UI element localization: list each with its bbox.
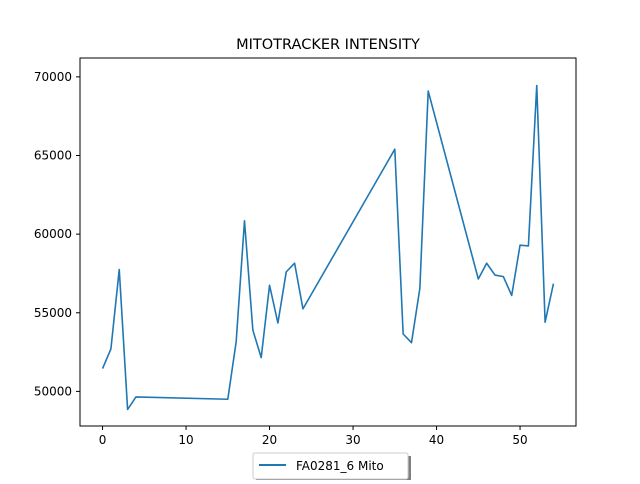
- x-tick-label: 50: [512, 433, 527, 447]
- y-tick-label: 50000: [34, 384, 72, 398]
- legend-box: [252, 452, 409, 480]
- x-tick-label: 10: [178, 433, 193, 447]
- x-tick-label: 40: [429, 433, 444, 447]
- legend: FA0281_6 Mito: [252, 452, 411, 482]
- legend-label: FA0281_6 Mito: [296, 459, 384, 473]
- y-tick-label: 60000: [34, 227, 72, 241]
- chart-title: MITOTRACKER INTENSITY: [236, 37, 420, 53]
- x-tick-label: 20: [262, 433, 277, 447]
- x-tick-label: 0: [99, 433, 107, 447]
- y-tick-label: 55000: [34, 306, 72, 320]
- plot-frame: [79, 57, 577, 427]
- y-tick-label: 65000: [34, 149, 72, 163]
- series-line: [101, 84, 555, 411]
- y-tick-label: 70000: [34, 70, 72, 84]
- x-tick-label: 30: [345, 433, 360, 447]
